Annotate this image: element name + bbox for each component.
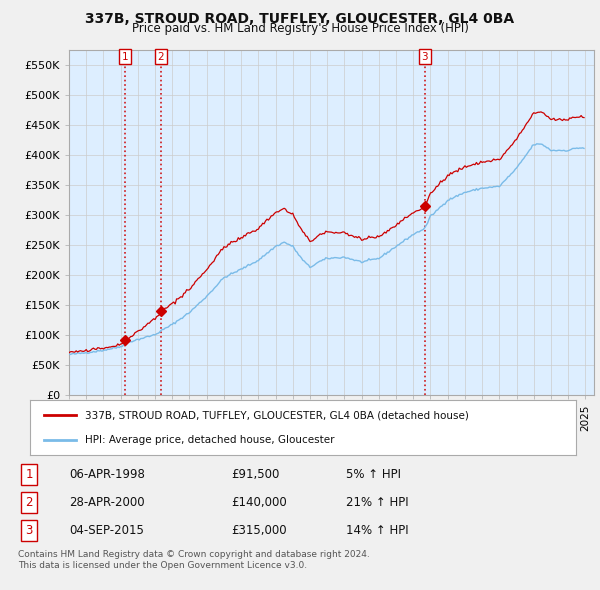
Text: 2: 2 [157,52,164,62]
Text: 337B, STROUD ROAD, TUFFLEY, GLOUCESTER, GL4 0BA (detached house): 337B, STROUD ROAD, TUFFLEY, GLOUCESTER, … [85,411,469,421]
Text: 3: 3 [421,52,428,62]
Text: 14% ↑ HPI: 14% ↑ HPI [346,524,409,537]
Text: HPI: Average price, detached house, Gloucester: HPI: Average price, detached house, Glou… [85,435,334,445]
Text: 21% ↑ HPI: 21% ↑ HPI [346,496,409,509]
Text: 28-APR-2000: 28-APR-2000 [70,496,145,509]
Text: 06-APR-1998: 06-APR-1998 [70,468,145,481]
Text: 5% ↑ HPI: 5% ↑ HPI [346,468,401,481]
Text: 337B, STROUD ROAD, TUFFLEY, GLOUCESTER, GL4 0BA: 337B, STROUD ROAD, TUFFLEY, GLOUCESTER, … [85,12,515,26]
Text: £91,500: £91,500 [231,468,279,481]
Text: Price paid vs. HM Land Registry's House Price Index (HPI): Price paid vs. HM Land Registry's House … [131,22,469,35]
Text: Contains HM Land Registry data © Crown copyright and database right 2024.: Contains HM Land Registry data © Crown c… [18,550,370,559]
Text: 1: 1 [122,52,128,62]
Text: 04-SEP-2015: 04-SEP-2015 [70,524,145,537]
Text: 3: 3 [26,524,33,537]
Text: 1: 1 [26,468,33,481]
Text: This data is licensed under the Open Government Licence v3.0.: This data is licensed under the Open Gov… [18,560,307,569]
Text: £140,000: £140,000 [231,496,287,509]
Text: 2: 2 [26,496,33,509]
Text: £315,000: £315,000 [231,524,287,537]
